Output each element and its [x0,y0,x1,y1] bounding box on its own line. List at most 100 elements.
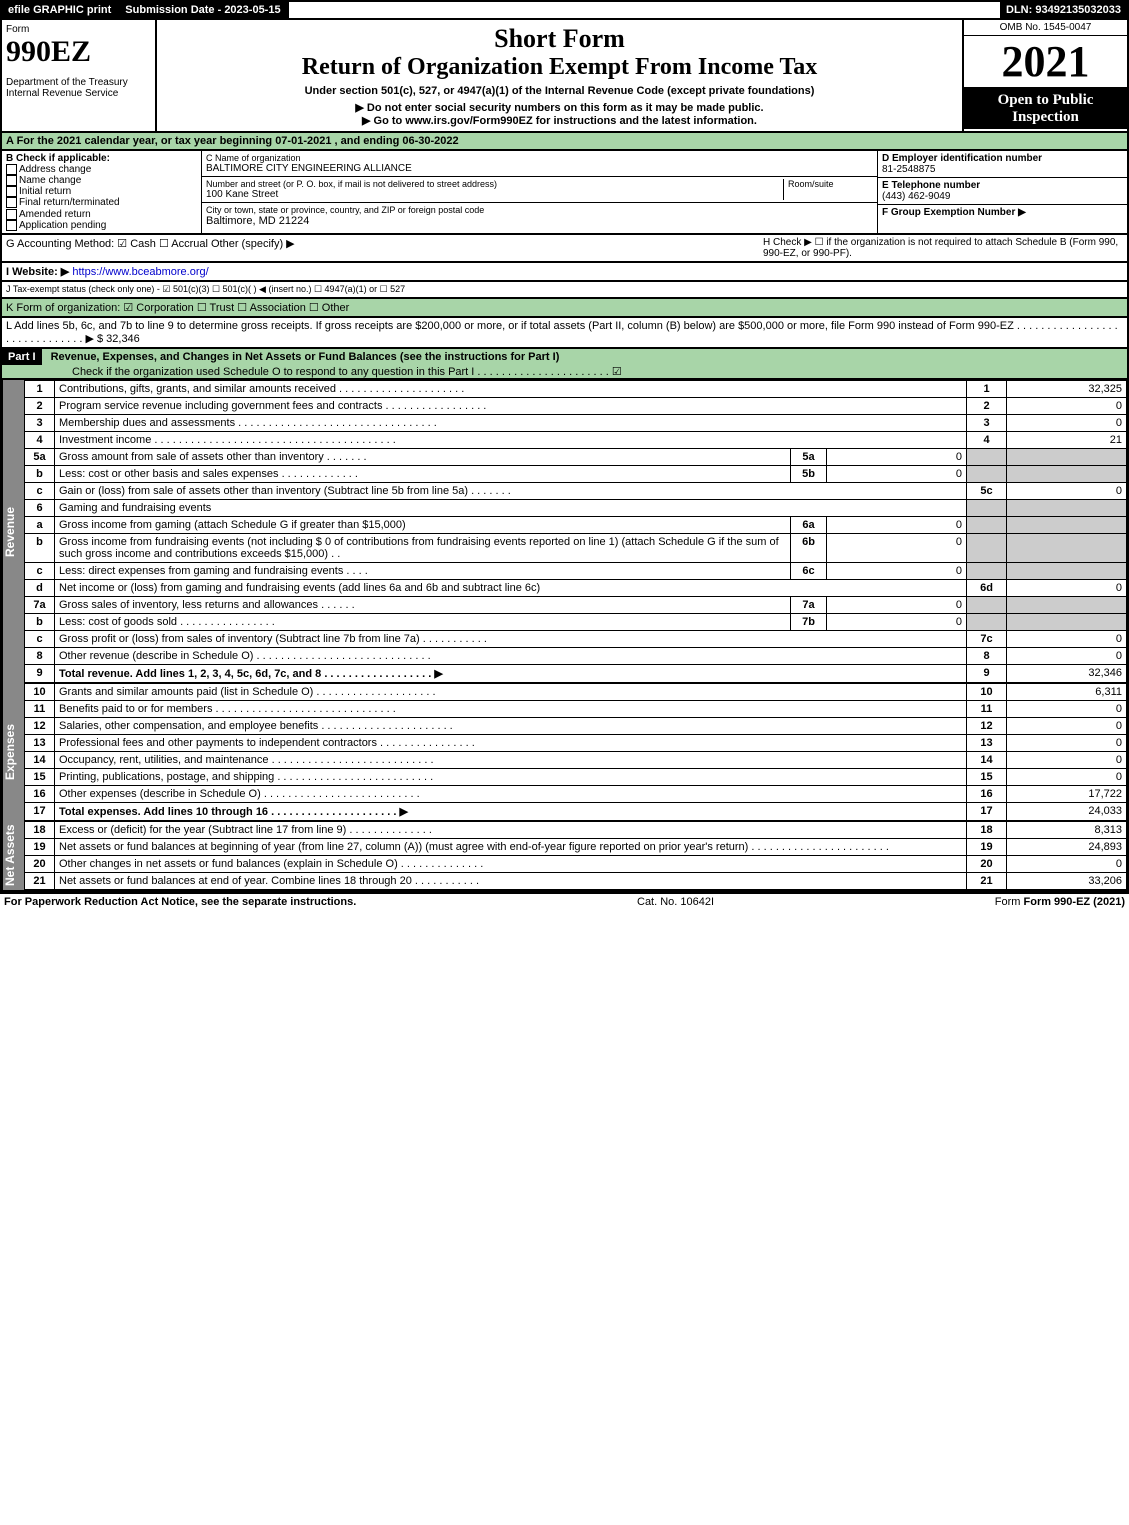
org-name: BALTIMORE CITY ENGINEERING ALLIANCE [206,163,873,174]
title-short-form: Short Form [161,24,958,54]
opt-name-change: Name change [19,175,81,186]
schedule-b-note: H Check ▶ ☐ if the organization is not r… [763,237,1123,259]
expenses-side-label: Expenses [2,683,24,821]
line-value: 0 [1007,751,1127,768]
goto-link[interactable]: ▶ Go to www.irs.gov/Form990EZ for instru… [161,114,958,127]
line-box: 6d [967,579,1007,596]
line-label: Program service revenue including govern… [55,397,967,414]
line-label: Occupancy, rent, utilities, and maintena… [55,751,967,768]
line-row: 4Investment income . . . . . . . . . . .… [25,431,1127,448]
shaded-cell [967,562,1007,579]
line-l-gross-receipts: L Add lines 5b, 6c, and 7b to line 9 to … [0,318,1129,349]
website-link[interactable]: https://www.bceabmore.org/ [72,266,208,278]
dept-line-1: Department of the Treasury [6,77,151,88]
part-1-schedule-o-check: Check if the organization used Schedule … [2,365,1127,378]
line-box: 9 [967,664,1007,682]
line-box: 4 [967,431,1007,448]
inner-box: 6c [791,562,827,579]
efile-print-button[interactable]: efile GRAPHIC print [2,2,119,18]
line-number: 10 [25,683,55,700]
line-row: 10Grants and similar amounts paid (list … [25,683,1127,700]
line-label: Other changes in net assets or fund bala… [55,855,967,872]
net-assets-section: Net Assets 18Excess or (deficit) for the… [0,821,1129,892]
opt-final-return: Final return/terminated [19,198,120,209]
checkbox-application-pending[interactable] [6,220,17,231]
line-box: 8 [967,647,1007,664]
line-number: 11 [25,700,55,717]
line-box: 10 [967,683,1007,700]
org-name-label: C Name of organization [206,153,873,163]
street-address: 100 Kane Street [206,189,783,200]
line-number: 4 [25,431,55,448]
opt-application-pending: Application pending [19,220,106,231]
line-number: 12 [25,717,55,734]
inner-value: 0 [827,516,967,533]
line-number: 18 [25,821,55,838]
line-label: Gain or (loss) from sale of assets other… [55,482,967,499]
line-value: 32,325 [1007,380,1127,397]
line-number: 13 [25,734,55,751]
shaded-cell [967,516,1007,533]
line-label: Membership dues and assessments . . . . … [55,414,967,431]
line-box: 15 [967,768,1007,785]
line-label: Gross income from gaming (attach Schedul… [55,516,791,533]
line-row: 3Membership dues and assessments . . . .… [25,414,1127,431]
top-bar: efile GRAPHIC print Submission Date - 20… [0,0,1129,20]
tax-year: 2021 [964,36,1127,88]
line-label: Total revenue. Add lines 1, 2, 3, 4, 5c,… [55,664,967,682]
line-a-tax-year: A For the 2021 calendar year, or tax yea… [0,133,1129,151]
line-number: 20 [25,855,55,872]
shaded-cell [967,596,1007,613]
line-label: Professional fees and other payments to … [55,734,967,751]
revenue-section: Revenue 1Contributions, gifts, grants, a… [0,380,1129,683]
line-value: 21 [1007,431,1127,448]
line-number: 16 [25,785,55,802]
line-number: c [25,630,55,647]
line-box: 2 [967,397,1007,414]
line-row: 17Total expenses. Add lines 10 through 1… [25,802,1127,820]
group-exemption-label: F Group Exemption Number ▶ [882,207,1123,218]
form-id-col: Form 990EZ Department of the Treasury In… [2,20,157,131]
part-1-title: Revenue, Expenses, and Changes in Net As… [45,351,560,363]
line-row: bGross income from fundraising events (n… [25,533,1127,562]
footer-left: For Paperwork Reduction Act Notice, see … [4,896,356,908]
shaded-cell [967,499,1007,516]
line-box: 14 [967,751,1007,768]
title-main: Return of Organization Exempt From Incom… [161,54,958,81]
line-box: 1 [967,380,1007,397]
checkbox-name-change[interactable] [6,175,17,186]
line-row: 21Net assets or fund balances at end of … [25,872,1127,889]
ein-value: 81-2548875 [882,164,1123,175]
shaded-cell [1007,562,1127,579]
net-assets-table: 18Excess or (deficit) for the year (Subt… [24,821,1127,890]
line-row: dNet income or (loss) from gaming and fu… [25,579,1127,596]
line-number: b [25,465,55,482]
line-row: 8Other revenue (describe in Schedule O) … [25,647,1127,664]
line-box: 3 [967,414,1007,431]
line-row: aGross income from gaming (attach Schedu… [25,516,1127,533]
line-number: b [25,613,55,630]
line-number: 14 [25,751,55,768]
footer-form-ref: Form Form 990-EZ (2021) [995,896,1125,908]
line-box: 7c [967,630,1007,647]
line-row: 13Professional fees and other payments t… [25,734,1127,751]
checkbox-address-change[interactable] [6,164,17,175]
shaded-cell [1007,499,1127,516]
line-number: 7a [25,596,55,613]
line-value: 6,311 [1007,683,1127,700]
section-def: D Employer identification number 81-2548… [877,151,1127,233]
line-i-website: I Website: ▶ https://www.bceabmore.org/ [0,263,1129,282]
checkbox-initial-return[interactable] [6,186,17,197]
line-value: 0 [1007,700,1127,717]
line-row: 15Printing, publications, postage, and s… [25,768,1127,785]
checkbox-final-return[interactable] [6,197,17,208]
line-number: 5a [25,448,55,465]
shaded-cell [967,613,1007,630]
line-number: 9 [25,664,55,682]
inner-value: 0 [827,533,967,562]
inner-box: 6b [791,533,827,562]
room-suite-label: Room/suite [788,179,873,189]
ssn-warning: ▶ Do not enter social security numbers o… [161,101,958,114]
checkbox-amended-return[interactable] [6,209,17,220]
line-label: Gross profit or (loss) from sales of inv… [55,630,967,647]
